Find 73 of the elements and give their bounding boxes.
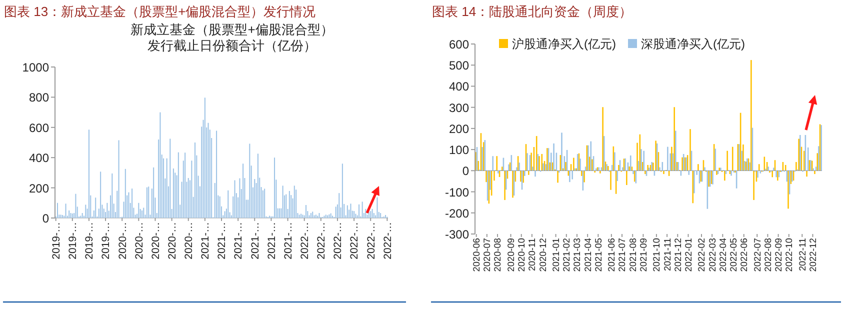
x-tick-label: 2021-12 xyxy=(672,238,683,272)
x-tick-label: 2020-11 xyxy=(527,238,538,272)
x-tick-label: 2022-… xyxy=(365,222,378,260)
x-tick-label: 2020-… xyxy=(150,222,162,260)
x-tick-label: 2022-11 xyxy=(797,238,808,272)
x-tick-label: 2021-07 xyxy=(617,238,628,272)
x-tick-label: 2022-… xyxy=(348,222,361,260)
x-tick-label: 2022-07 xyxy=(752,238,762,272)
chart-subtitle: 新成立基金（股票型+偏股混合型）发行截止日份额合计（亿份） xyxy=(130,22,334,53)
x-tick-label: 2021-03 xyxy=(572,238,582,272)
x-tick-label: 2020-… xyxy=(133,222,146,260)
x-tick-label: 2022-06 xyxy=(739,238,750,272)
x-tick-label: 2020-09 xyxy=(506,238,516,272)
legend-label: 深股通净买入(亿元) xyxy=(641,37,745,51)
x-tick-label: 2019-… xyxy=(50,222,63,260)
x-tick-label: 2020-07 xyxy=(482,238,492,272)
x-tick-label: 2022-… xyxy=(316,222,328,260)
x-tick-label: 2020-… xyxy=(166,222,178,260)
y-tick-label: 200 xyxy=(28,181,50,196)
x-tick-label: 2021-… xyxy=(282,222,294,260)
x-tick-label: 2020-06 xyxy=(472,238,482,272)
x-tick-label: 2022-09 xyxy=(774,238,784,272)
x-tick-label: 2022-04 xyxy=(718,238,728,272)
x-tick-label: 2022-12 xyxy=(808,238,818,272)
y-tick-label: 0 xyxy=(42,212,50,226)
y-tick-label: 400 xyxy=(448,80,470,94)
y-tick-label: -200 xyxy=(444,206,470,220)
y-tick-label: 500 xyxy=(448,58,470,73)
x-tick-label: 2022-08 xyxy=(762,238,773,272)
y-tick-label: -300 xyxy=(444,228,470,242)
legend-label: 沪股通净买入(亿元) xyxy=(512,37,616,51)
y-tick-label: 600 xyxy=(448,38,470,52)
x-tick-label: 2019-… xyxy=(100,222,112,260)
x-tick-label: 2021-05 xyxy=(593,238,604,272)
y-tick-label: 400 xyxy=(28,151,50,166)
x-tick-label: 2021-01 xyxy=(551,238,562,272)
x-tick-label: 2022-02 xyxy=(696,238,707,272)
x-tick-label: 2021-06 xyxy=(606,238,617,272)
x-tick-label: 2021-08 xyxy=(628,238,638,272)
y-tick-label: 800 xyxy=(28,90,50,105)
x-tick-label: 2019-… xyxy=(67,222,80,260)
y-tick-label: 0 xyxy=(462,164,470,178)
x-tick-label: 2021-… xyxy=(249,222,262,260)
x-tick-label: 2022-03 xyxy=(707,238,718,272)
x-tick-label: 2021-… xyxy=(232,222,245,260)
x-tick-label: 2021-04 xyxy=(582,238,593,272)
x-tick-label: 2020-10 xyxy=(516,238,527,272)
y-tick-label: 1000 xyxy=(22,60,50,74)
x-tick-label: 2020-08 xyxy=(492,238,503,272)
x-tick-label: 2022-… xyxy=(332,222,344,260)
y-tick-label: 100 xyxy=(448,143,470,158)
x-tick-label: 2022-01 xyxy=(683,238,694,272)
x-tick-label: 2022-05 xyxy=(728,238,738,272)
x-tick-label: 2020-… xyxy=(116,222,129,260)
chart-title: 图表 13：新成立基金（股票型+偏股混合型）发行情况 xyxy=(4,4,316,19)
x-tick-label: 2020-… xyxy=(183,222,196,260)
x-tick-label: 2021-10 xyxy=(652,238,662,272)
x-tick-label: 2019-… xyxy=(84,222,96,260)
x-tick-label: 2021-… xyxy=(266,222,278,260)
x-tick-label: 2021-11 xyxy=(662,238,672,272)
y-tick-label: 200 xyxy=(448,122,470,136)
x-tick-label: 2021-… xyxy=(216,222,228,260)
x-tick-label: 2021-02 xyxy=(562,238,572,272)
x-tick-label: 2021-… xyxy=(200,222,212,260)
chart-title: 图表 14：陆股通北向资金（周度） xyxy=(432,4,632,19)
y-tick-label: -100 xyxy=(444,185,470,200)
x-tick-label: 2020-12 xyxy=(538,238,548,272)
x-tick-label: 2021-09 xyxy=(638,238,648,272)
x-tick-label: 2022-… xyxy=(382,222,394,260)
x-tick-label: 2022-10 xyxy=(784,238,794,272)
y-tick-label: 600 xyxy=(28,120,50,135)
y-tick-label: 300 xyxy=(448,100,470,115)
x-tick-label: 2022-… xyxy=(299,222,312,260)
